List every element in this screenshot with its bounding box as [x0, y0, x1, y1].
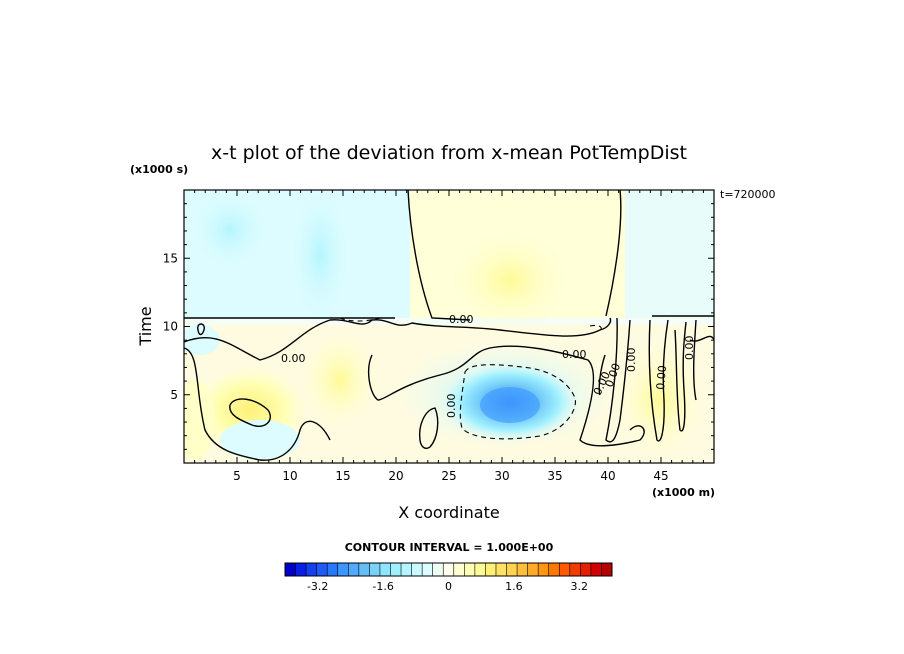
colorbar	[284, 562, 613, 577]
y-unit-label: (x1000 s)	[130, 163, 188, 176]
colorbar-swatch	[474, 563, 486, 576]
colorbar-swatch	[559, 563, 571, 576]
x-tick-label: 35	[547, 469, 562, 483]
colorbar-swatch	[295, 563, 307, 576]
colorbar-swatch	[443, 563, 455, 576]
colorbar-swatch	[548, 563, 560, 576]
colorbar-swatch	[485, 563, 497, 576]
y-tick-label: 15	[163, 251, 178, 265]
x-tick-label: 20	[388, 469, 403, 483]
colorbar-swatch	[401, 563, 412, 576]
x-tick-label: 15	[335, 469, 350, 483]
colorbar-swatch	[337, 563, 349, 576]
colorbar-swatch	[306, 563, 317, 576]
contour-label: 0.00	[281, 352, 306, 365]
colorbar-swatch	[506, 563, 518, 576]
y-tick-label: 10	[163, 320, 178, 334]
contour-label: 0.00	[683, 336, 696, 361]
colorbar-swatch	[601, 563, 613, 576]
x-tick-label: 30	[494, 469, 509, 483]
colorbar-swatch	[285, 563, 296, 576]
colorbar-tick-label: -3.2	[307, 580, 328, 593]
colorbar-tick-label: 3.2	[571, 580, 589, 593]
colorbar-swatch	[517, 563, 528, 576]
y-axis: 5 10 15	[163, 203, 714, 450]
y-axis-label: Time	[136, 306, 155, 346]
x-tick-label: 25	[441, 469, 456, 483]
colorbar-swatch	[569, 563, 581, 576]
colorbar-swatch	[348, 563, 360, 576]
colorbar-frame	[284, 562, 613, 577]
contour-field: 0.00 0.00 0.00 0.00 0.00 0.00 0.00 0.00 …	[184, 190, 714, 463]
x-unit-label: (x1000 m)	[652, 486, 715, 499]
colorbar-swatch	[495, 563, 507, 576]
contour-label: 0.00	[625, 348, 638, 373]
colorbar-swatch	[590, 563, 602, 576]
colorbar-swatch	[453, 563, 465, 576]
colorbar-tick-label: 0	[445, 580, 452, 593]
colorbar-swatch	[527, 563, 539, 576]
y-tick-label: 5	[170, 388, 178, 402]
colorbar-swatch	[422, 563, 433, 576]
colorbar-swatch	[369, 563, 381, 576]
chart-title: x-t plot of the deviation from x-mean Po…	[211, 142, 687, 164]
colorbar-swatch	[538, 563, 550, 576]
x-axis-label: X coordinate	[398, 503, 499, 522]
colorbar-labels: -3.2 -1.6 0 1.6 3.2	[307, 580, 588, 593]
x-tick-label: 10	[282, 469, 297, 483]
colorbar-tick-label: -1.6	[372, 580, 393, 593]
contour-label: 0.00	[562, 348, 587, 361]
colorbar-swatch	[411, 563, 423, 576]
x-tick-label: 45	[653, 469, 668, 483]
x-tick-label: 5	[233, 469, 241, 483]
contour-label: 0.00	[445, 394, 458, 419]
colorbar-swatch	[358, 563, 370, 576]
contour-label: 0.00	[654, 365, 669, 391]
x-tick-label: 40	[600, 469, 615, 483]
contour-label: 0.00	[449, 313, 474, 326]
contour-interval-label: CONTOUR INTERVAL = 1.000E+00	[345, 541, 554, 554]
x-axis: 5 10 15 20 25 30 35 40 45	[194, 190, 704, 483]
colorbar-swatch	[316, 563, 328, 576]
colorbar-tick-label: 1.6	[505, 580, 523, 593]
colorbar-swatch	[379, 563, 391, 576]
colorbar-swatch	[580, 563, 592, 576]
colorbar-swatch	[327, 563, 339, 576]
colorbar-swatch	[432, 563, 444, 576]
colorbar-swatch	[390, 563, 402, 576]
colorbar-swatch	[464, 563, 476, 576]
time-annotation: t=720000	[720, 188, 776, 201]
